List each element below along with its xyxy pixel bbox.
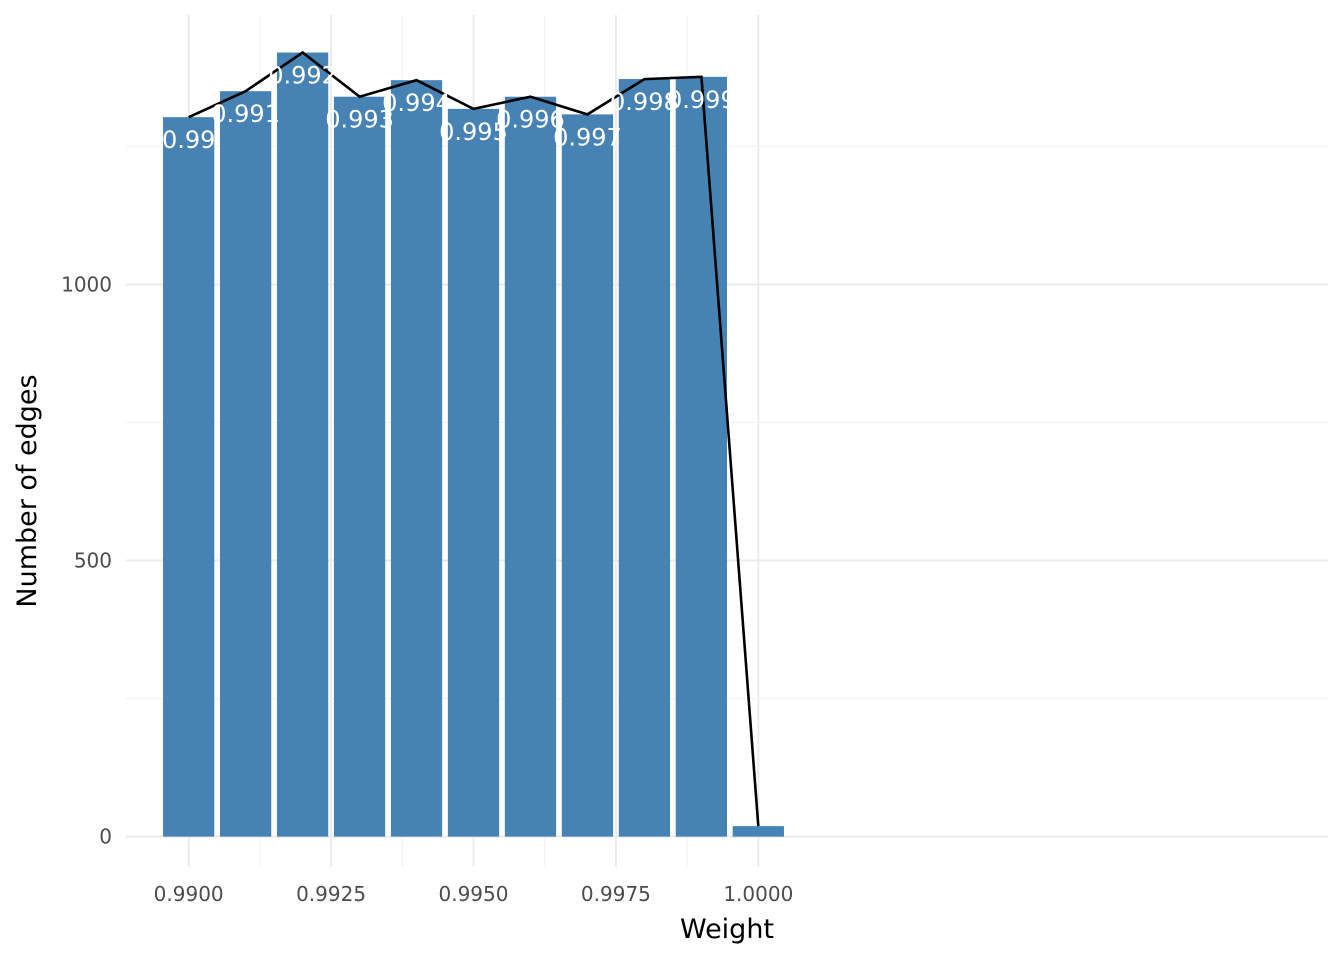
- bar: [163, 117, 215, 837]
- bar: [333, 96, 386, 837]
- y-tick-label: 500: [74, 549, 112, 573]
- bar-data-label: 0.997: [553, 123, 622, 151]
- bar-data-label: 0.991: [211, 100, 280, 128]
- y-tick-label: 1000: [61, 272, 112, 296]
- y-axis-title: Number of edges: [12, 374, 43, 607]
- trend-line: [188, 50, 760, 827]
- x-tick-label: 0.9925: [296, 882, 366, 906]
- bar: [390, 80, 443, 837]
- y-tick-label: 0: [99, 825, 112, 849]
- bar-data-label: 0.99: [162, 126, 215, 154]
- x-tick-label: 0.9950: [439, 882, 509, 906]
- x-tick-label: 0.9900: [154, 882, 224, 906]
- bar-data-label: 0.994: [382, 89, 451, 117]
- bar: [219, 91, 272, 837]
- bar-data-label: 0.992: [268, 62, 337, 90]
- y-axis-ticks: 0 500 1000: [61, 272, 112, 848]
- bar: [561, 114, 614, 837]
- bar: [276, 52, 329, 837]
- bar-data-label: 0.999: [667, 86, 736, 114]
- x-axis-title: Weight: [680, 914, 774, 945]
- bar: [447, 108, 500, 837]
- x-tick-label: 0.9975: [581, 882, 651, 906]
- bar: [618, 79, 671, 837]
- x-axis-ticks: 0.9900 0.9925 0.9950 0.9975 1.0000: [154, 882, 794, 906]
- bar-data-label: 0.995: [439, 118, 508, 146]
- bar-data-label: 0.996: [496, 106, 565, 134]
- bar-data-label: 0.993: [325, 106, 394, 134]
- bar: [675, 76, 727, 837]
- bar: [732, 826, 784, 837]
- bar: [504, 96, 557, 837]
- bar-data-label: 0.998: [610, 88, 679, 116]
- x-tick-label: 1.0000: [723, 882, 793, 906]
- bars: [163, 52, 784, 837]
